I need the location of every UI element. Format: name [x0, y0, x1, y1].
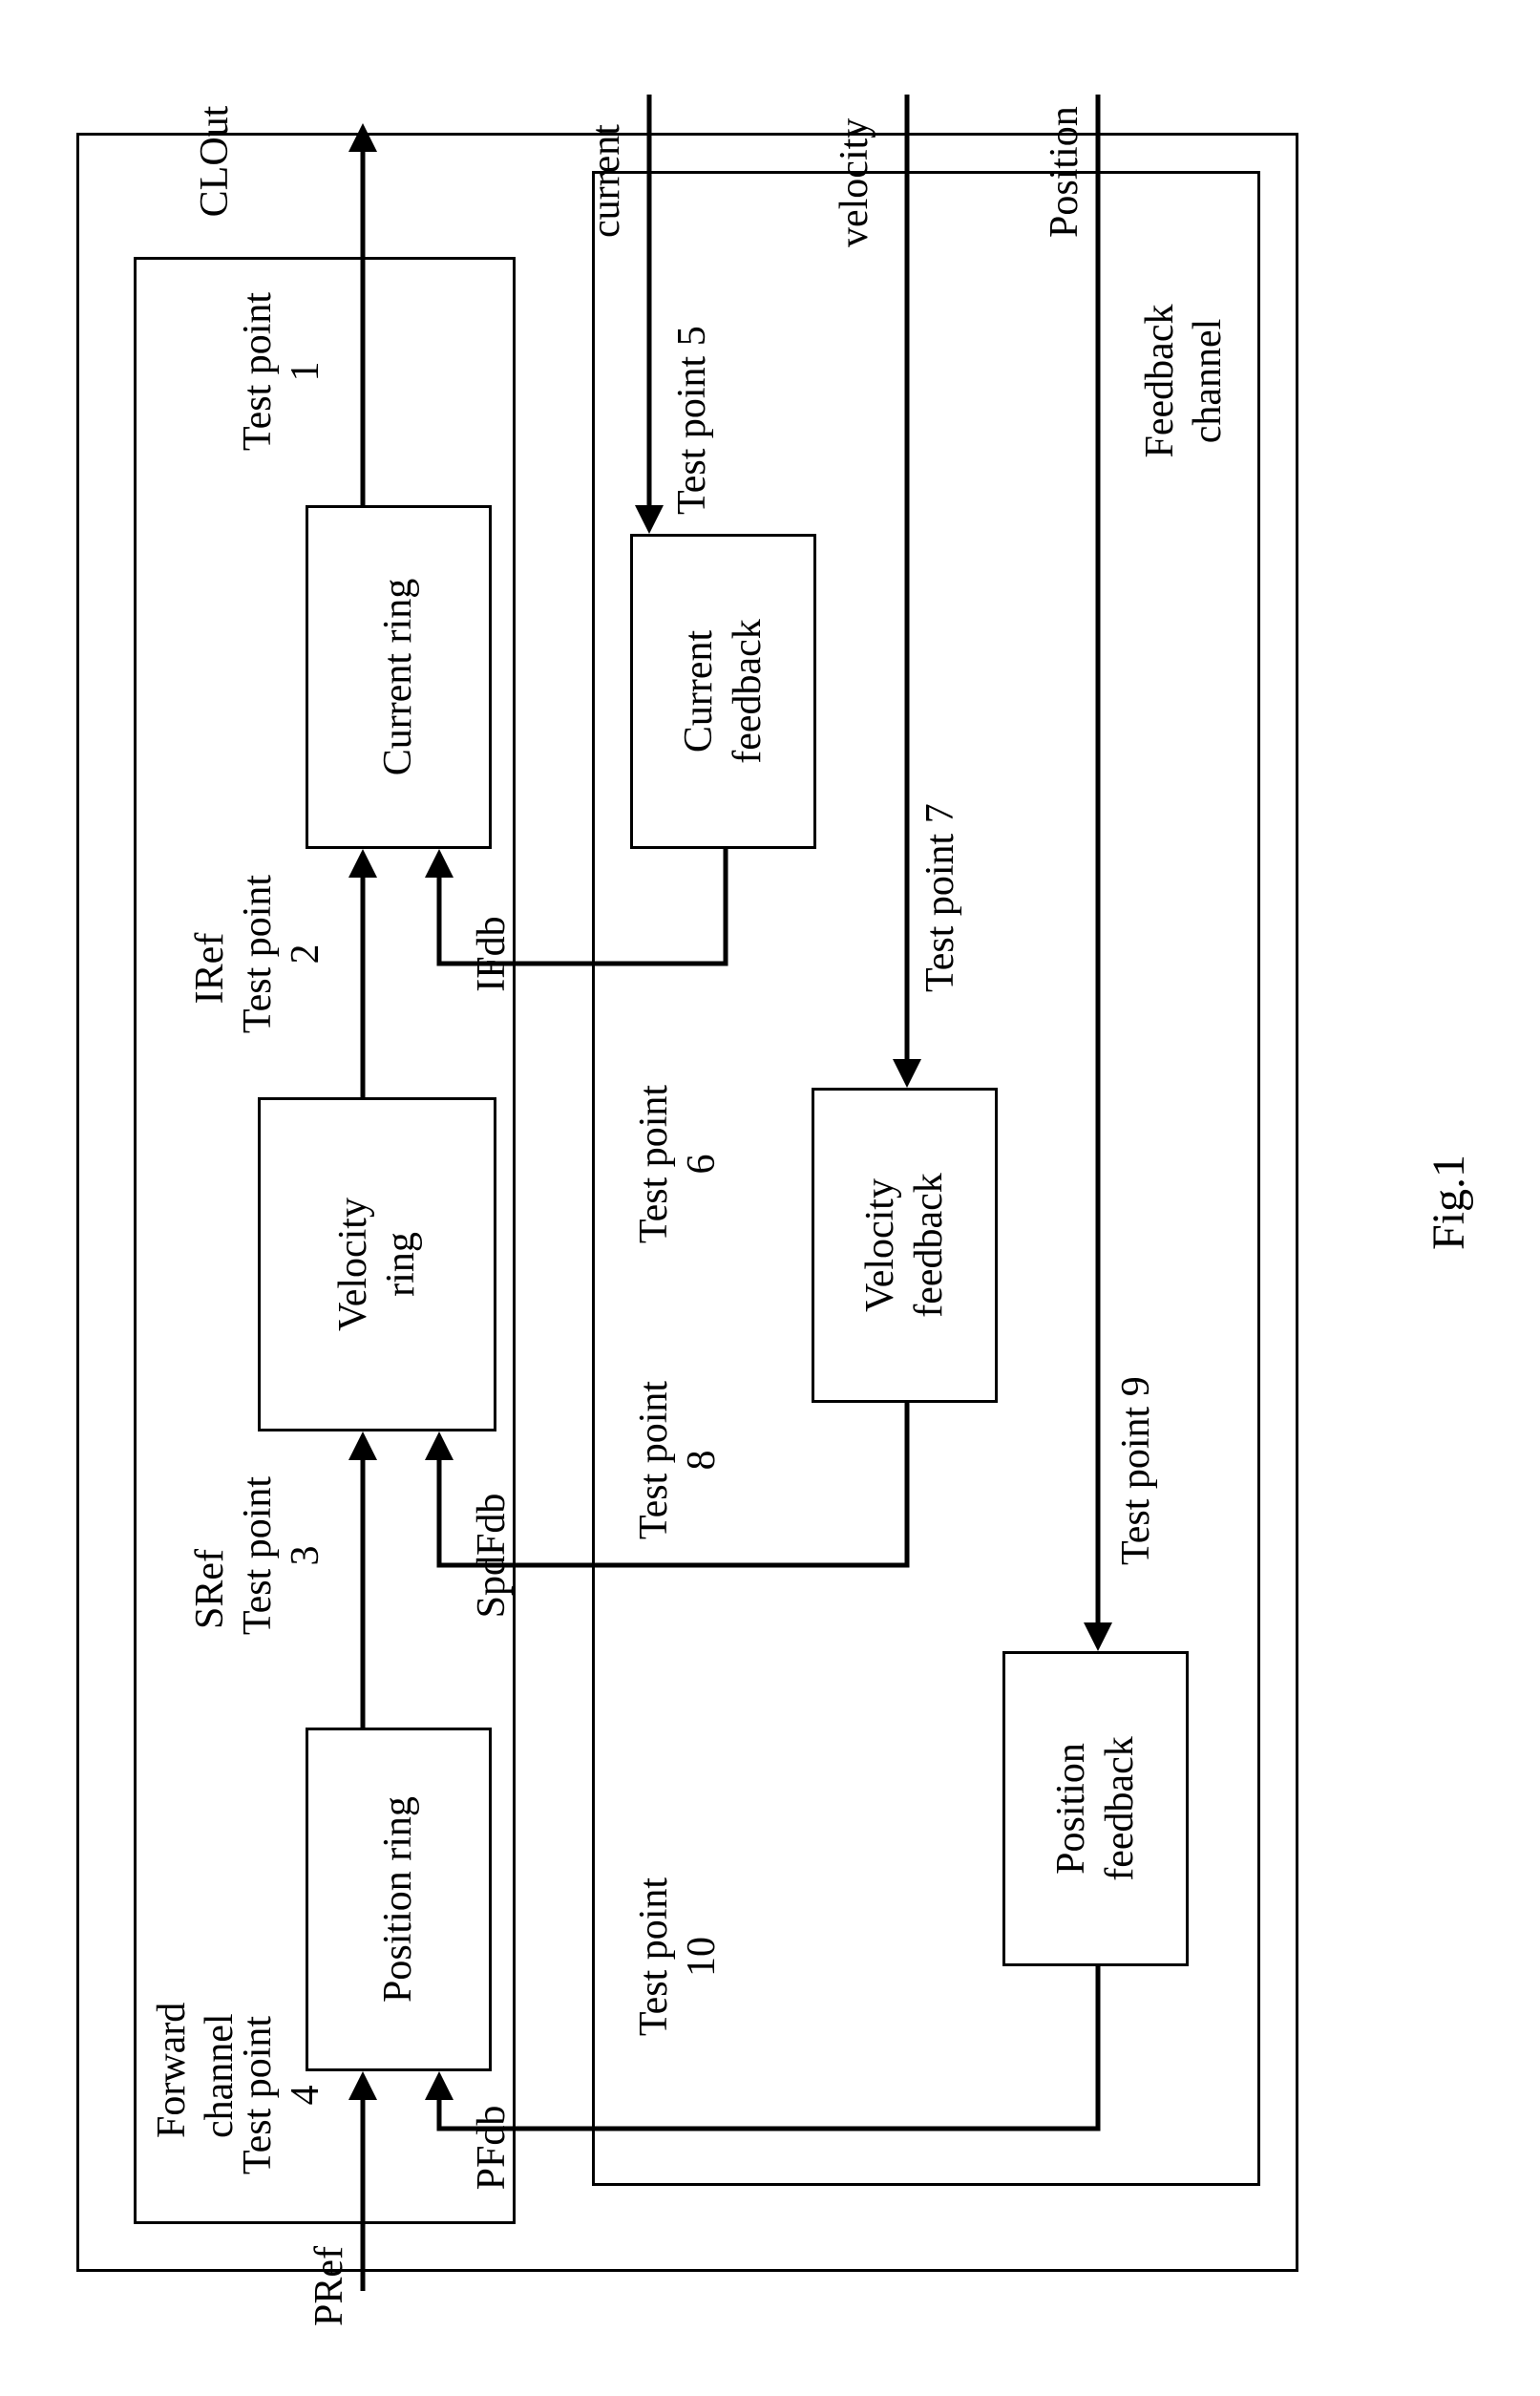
- testpoint-10: Test point 10: [630, 1842, 727, 2071]
- sref-label: SRef: [186, 1517, 234, 1661]
- velocity-feedback-block: Velocity feedback: [812, 1088, 998, 1403]
- position-feedback-block: Position feedback: [1002, 1651, 1189, 1966]
- testpoint-8: Test point 8: [630, 1346, 727, 1575]
- velocity-feedback-label: Velocity feedback: [856, 1173, 953, 1318]
- current-label: current: [582, 66, 630, 238]
- current-feedback-label: Current feedback: [675, 619, 771, 764]
- forward-channel-label: Forward channel: [148, 1852, 244, 2138]
- testpoint-7: Test point 7: [917, 744, 964, 992]
- testpoint-6: Test point 6: [630, 1050, 727, 1279]
- ifdb-label: IFdb: [468, 897, 516, 1011]
- position-feedback-label: Position feedback: [1047, 1736, 1144, 1881]
- velocity-ring-label: Velocity ring: [329, 1198, 426, 1331]
- iref-label: IRef: [186, 897, 234, 1040]
- pref-label: PRef: [306, 2229, 353, 2343]
- testpoint-2: Test point 2: [234, 839, 330, 1069]
- testpoint-9: Test point 9: [1112, 1317, 1160, 1565]
- testpoint-1: Test point 1: [234, 257, 330, 486]
- testpoint-5: Test point 5: [668, 266, 716, 515]
- feedback-channel-label: Feedback channel: [1136, 238, 1233, 524]
- clout-label: CLOut: [191, 75, 239, 247]
- position-label: Position: [1041, 47, 1088, 238]
- position-ring-block: Position ring: [306, 1728, 492, 2071]
- current-ring-block: Current ring: [306, 505, 492, 849]
- position-ring-label: Position ring: [374, 1796, 422, 2003]
- pfdb-label: PFdb: [468, 2090, 516, 2205]
- current-feedback-block: Current feedback: [630, 534, 816, 849]
- testpoint-3: Test point 3: [234, 1441, 330, 1670]
- testpoint-4: Test point 4: [234, 1981, 330, 2210]
- current-ring-label: Current ring: [374, 579, 422, 775]
- velocity-label: velocity: [831, 56, 878, 247]
- figure-caption: Fig.1: [1423, 1155, 1475, 1250]
- velocity-ring-block: Velocity ring: [258, 1097, 496, 1431]
- spdfdb-label: SpdFdb: [468, 1470, 516, 1642]
